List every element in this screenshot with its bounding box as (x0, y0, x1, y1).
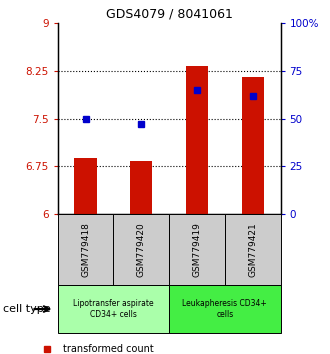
Bar (169, 214, 225, 285)
Text: cell type: cell type (3, 304, 51, 314)
Bar (130, 161, 152, 214)
Bar (169, 285, 280, 333)
Bar (58, 214, 114, 285)
Title: GDS4079 / 8041061: GDS4079 / 8041061 (106, 7, 233, 21)
Bar (114, 214, 169, 285)
Bar (58, 285, 169, 333)
Text: GSM779418: GSM779418 (81, 222, 90, 277)
Text: GSM779419: GSM779419 (192, 222, 202, 277)
Text: GSM779420: GSM779420 (137, 222, 146, 277)
Text: transformed count: transformed count (63, 344, 153, 354)
Bar (75, 158, 97, 214)
Bar (186, 66, 208, 214)
Text: Leukapheresis CD34+
cells: Leukapheresis CD34+ cells (182, 299, 267, 319)
Text: Lipotransfer aspirate
CD34+ cells: Lipotransfer aspirate CD34+ cells (73, 299, 154, 319)
Bar (242, 77, 264, 214)
Text: GSM779421: GSM779421 (248, 222, 257, 277)
Bar (225, 214, 280, 285)
